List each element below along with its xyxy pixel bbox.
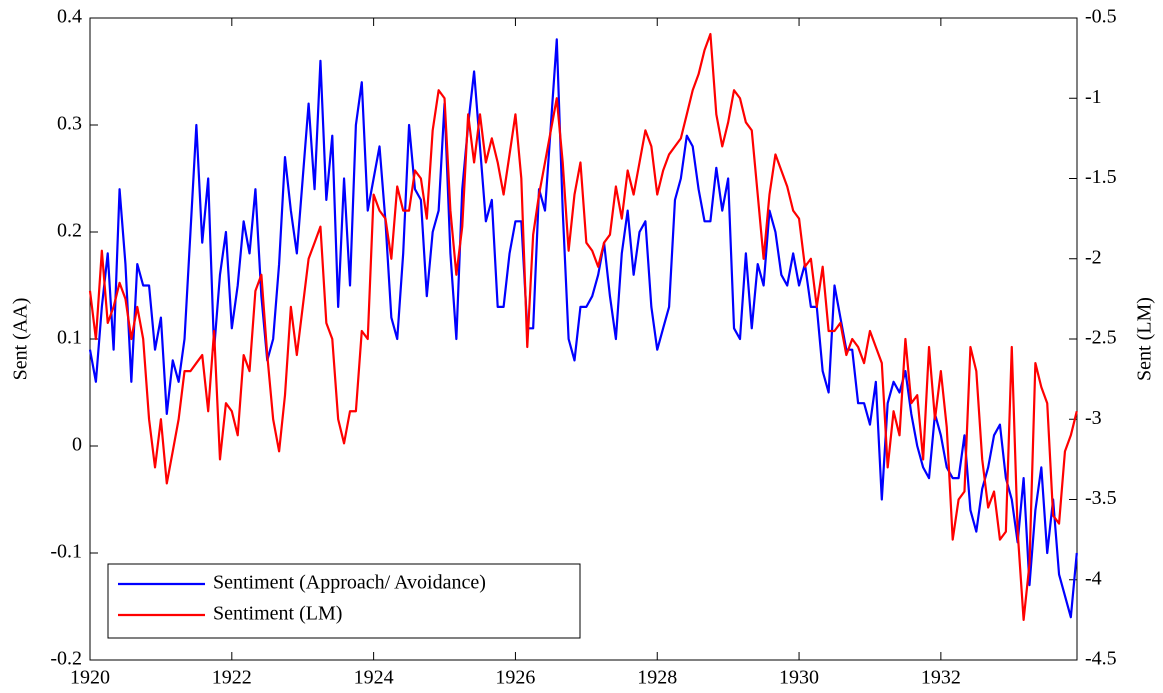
legend-label: Sentiment (Approach/ Avoidance) <box>213 572 486 594</box>
x-tick-label: 1928 <box>637 667 677 689</box>
y2-axis-title: Sent (LM) <box>1134 297 1156 381</box>
y-tick-label: 0.4 <box>57 6 82 28</box>
y2-tick-label: -3.5 <box>1085 487 1117 509</box>
data-line <box>88 38 1078 619</box>
y2-tick-label: -2 <box>1085 246 1102 268</box>
x-tick-label: 1930 <box>779 667 819 689</box>
y-tick-label: 0.3 <box>57 113 82 135</box>
y-tick-label: 0.1 <box>57 327 82 349</box>
y2-tick-label: -4.5 <box>1085 648 1117 670</box>
data-line <box>88 32 1078 621</box>
y-tick-label: 0.2 <box>57 220 82 242</box>
y2-tick-label: -2.5 <box>1085 327 1117 349</box>
y2-tick-label: -3 <box>1085 407 1102 429</box>
y-tick-label: 0 <box>72 434 82 456</box>
y2-tick-label: -0.5 <box>1085 6 1117 28</box>
x-tick-label: 1922 <box>212 667 252 689</box>
x-tick-label: 1924 <box>354 667 394 689</box>
legend-box <box>107 563 581 639</box>
legend-label: Sentiment (LM) <box>213 603 342 625</box>
x-tick-label: 1920 <box>70 667 110 689</box>
y2-tick-label: -1 <box>1085 86 1102 108</box>
y2-tick-label: -4 <box>1085 567 1102 589</box>
x-tick-label: 1926 <box>495 667 535 689</box>
y2-tick-label: -1.5 <box>1085 166 1117 188</box>
x-tick-label: 1932 <box>921 667 961 689</box>
y-axis-title: Sent (AA) <box>10 298 32 381</box>
y-tick-label: -0.2 <box>50 648 82 670</box>
y-tick-label: -0.1 <box>50 541 82 563</box>
